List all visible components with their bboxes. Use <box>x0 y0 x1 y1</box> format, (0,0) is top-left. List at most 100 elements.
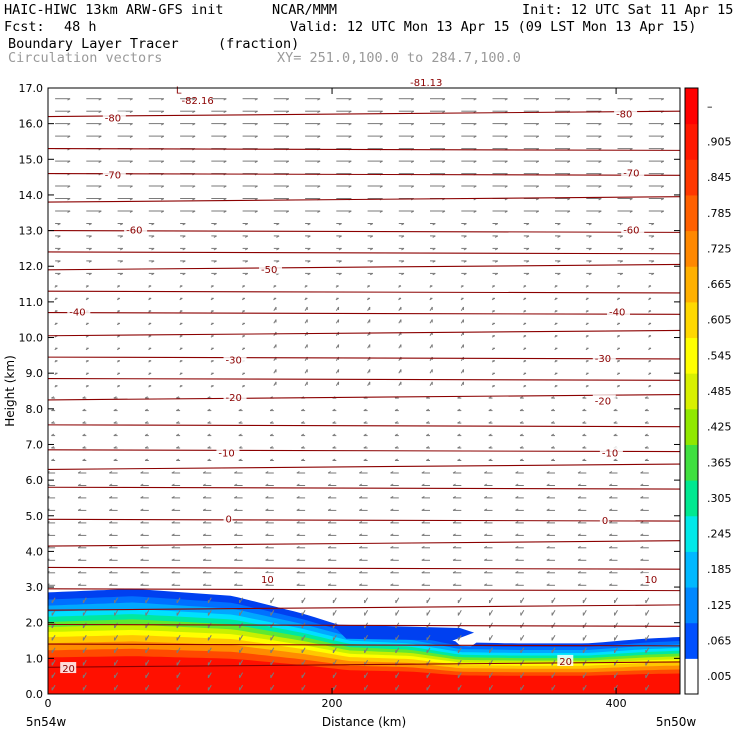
vector-arrowhead <box>98 198 102 201</box>
vector-arrowhead <box>598 185 602 188</box>
contour-label-bg <box>102 111 126 123</box>
vector-arrowhead <box>491 322 496 326</box>
vector-arrowhead <box>585 335 589 338</box>
vector-arrowhead <box>546 483 550 486</box>
vector-arrowhead <box>452 471 456 474</box>
vector-arrowhead <box>535 198 540 201</box>
vector-arrowhead <box>660 198 665 201</box>
vector-arrowhead <box>116 372 121 376</box>
vector-arrowhead <box>457 421 461 424</box>
vector-arrowhead <box>648 297 652 301</box>
colorbar-label: .545 <box>707 349 732 362</box>
vector-arrowhead <box>613 433 617 437</box>
vector-arrowhead <box>379 160 383 163</box>
vector-arrowhead <box>369 272 374 276</box>
vector-arrowhead <box>577 471 581 474</box>
colorbar-label: .425 <box>707 421 732 434</box>
vector-arrowhead <box>582 433 586 437</box>
vector-arrowhead <box>588 223 592 226</box>
vector-arrowhead <box>484 545 488 549</box>
temperature-contour-line <box>48 263 680 271</box>
vector-arrowhead <box>109 496 113 499</box>
vector-arrowhead <box>210 335 214 338</box>
vector-arrowhead <box>526 260 530 263</box>
vector-arrowhead <box>317 185 321 188</box>
vector-arrowhead <box>332 408 336 412</box>
vector-arrowhead <box>85 297 89 301</box>
vector-arrowhead <box>129 185 133 188</box>
vector-arrowhead <box>577 483 581 486</box>
vector-arrowhead <box>304 285 308 288</box>
vector-arrowhead <box>119 235 124 238</box>
vector-arrowhead <box>192 98 196 101</box>
vector-arrowhead <box>301 421 305 424</box>
y-tick-label: 15.0 <box>19 153 44 166</box>
vector-arrowhead <box>463 247 467 251</box>
vector-arrowhead <box>577 521 581 524</box>
vector-arrowhead <box>401 272 405 276</box>
vector-arrowhead <box>359 496 363 499</box>
vector-arrowhead <box>140 545 144 549</box>
vector-arrowhead <box>484 508 488 511</box>
vector-arrowhead <box>577 570 581 574</box>
vector-arrowhead <box>160 135 165 139</box>
vector-arrowhead <box>265 508 269 511</box>
vector-arrowhead <box>651 247 655 251</box>
vector-arrowhead <box>598 123 602 126</box>
vector-arrowhead <box>582 446 586 449</box>
vector-arrowhead <box>363 446 367 449</box>
vector-arrowhead <box>140 483 144 486</box>
vector-arrowhead <box>651 272 655 276</box>
vector-arrowhead <box>57 223 61 226</box>
vector-arrowhead <box>179 360 183 363</box>
vector-arrowhead <box>296 483 300 486</box>
vector-arrowhead <box>609 583 613 586</box>
vector-arrowhead <box>335 297 339 301</box>
vector-arrowhead <box>82 408 86 412</box>
vector-arrowhead <box>557 235 561 238</box>
vector-arrowhead <box>390 508 394 511</box>
vector-arrowhead <box>640 496 644 499</box>
vector-arrowhead <box>254 210 258 213</box>
contour-label: -30 <box>595 354 611 365</box>
vector-arrowhead <box>519 458 523 461</box>
vector-arrowhead <box>109 483 113 486</box>
colorbar-segment <box>685 373 698 410</box>
vector-arrowhead <box>585 385 589 388</box>
vector-arrowhead <box>144 446 148 449</box>
vector-arrowhead <box>223 198 227 201</box>
contour-label-bg <box>223 353 247 365</box>
colorbar-label: .845 <box>707 171 732 184</box>
vector-arrowhead <box>585 297 589 301</box>
vector-arrowhead <box>144 396 148 399</box>
vector-arrowhead <box>421 570 425 574</box>
vector-arrowhead <box>546 558 550 561</box>
vector-arrowhead <box>484 496 488 499</box>
vector-arrowhead <box>379 123 383 126</box>
vector-arrowhead <box>526 247 530 251</box>
vector-arrowhead <box>241 285 246 288</box>
vector-arrowhead <box>585 347 589 351</box>
vector-arrowhead <box>192 135 196 139</box>
vector-arrowhead <box>160 160 165 163</box>
vector-arrowhead <box>452 521 456 524</box>
colorbar-segment <box>685 159 698 196</box>
vector-arrowhead <box>82 458 86 461</box>
colorbar-segment <box>685 444 698 481</box>
y-tick-label: 7.0 <box>26 438 44 451</box>
vector-arrowhead <box>535 210 540 213</box>
vector-arrowhead <box>210 360 214 363</box>
vector-arrowhead <box>151 260 155 263</box>
vector-arrowhead <box>546 533 550 536</box>
vector-arrowhead <box>202 483 206 486</box>
contour-label-bg <box>216 446 240 458</box>
colorbar-segment <box>685 622 698 659</box>
temperature-contour-line <box>48 566 680 570</box>
vector-arrowhead <box>51 421 55 424</box>
vector-arrowhead <box>473 210 477 213</box>
contour-label-bg <box>124 223 148 235</box>
y-tick-label: 4.0 <box>26 545 44 558</box>
vector-arrowhead <box>359 508 363 511</box>
colorbar-label: .125 <box>707 599 732 612</box>
vector-arrowhead <box>616 285 621 288</box>
